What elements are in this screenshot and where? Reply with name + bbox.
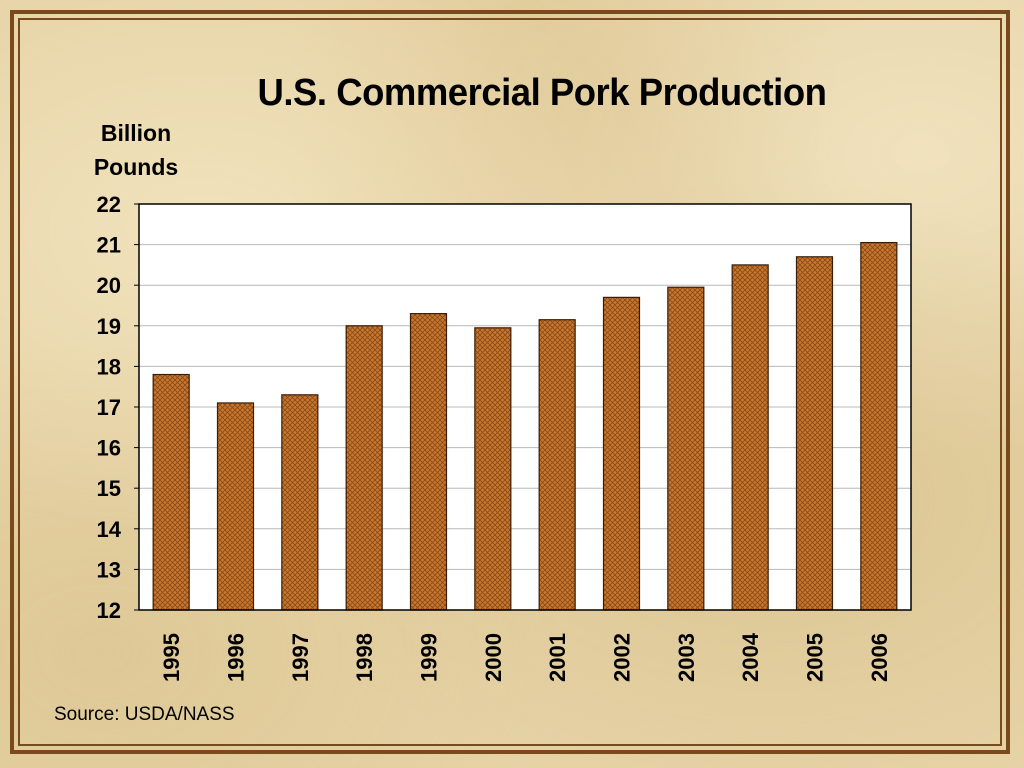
y-tick-label: 19 [97, 314, 121, 339]
x-tick-label: 2000 [481, 633, 506, 682]
y-axis-label: Billion Pounds [80, 116, 192, 184]
bar [409, 313, 448, 611]
bar [152, 373, 190, 611]
x-tick-label: 2004 [738, 632, 763, 682]
x-tick-label: 1998 [352, 633, 377, 682]
y-tick-label: 15 [97, 476, 121, 501]
x-tick-label: 2003 [674, 633, 699, 682]
y-tick-label: 18 [97, 354, 121, 379]
bar [538, 319, 576, 611]
x-tick-label: 1999 [417, 633, 442, 682]
y-tick-label: 22 [97, 192, 121, 217]
x-tick-label: 2002 [610, 633, 635, 682]
x-tick-label: 2005 [803, 633, 828, 682]
bar [860, 241, 898, 611]
x-tick-label: 1996 [224, 633, 249, 682]
y-tick-label: 12 [97, 598, 121, 623]
bar [795, 256, 834, 611]
outer-frame [10, 10, 1010, 754]
y-axis-label-line1: Billion [100, 120, 172, 146]
x-tick-label: 2006 [867, 633, 892, 682]
source-note: Source: USDA/NASS [54, 704, 235, 725]
bar [345, 325, 383, 611]
chart-title: U.S. Commercial Pork Production [257, 72, 827, 114]
y-tick-label: 21 [97, 233, 121, 258]
x-tick-label: 1997 [288, 633, 313, 682]
x-tick-label: 1995 [159, 633, 184, 682]
bar [731, 264, 769, 611]
x-tick-label: 2001 [545, 633, 570, 682]
y-tick-label: 20 [97, 273, 121, 298]
y-tick-label: 14 [97, 517, 122, 542]
y-tick-label: 13 [97, 557, 121, 582]
y-tick-label: 17 [97, 395, 121, 420]
inner-frame [18, 18, 1002, 746]
y-axis-label-line2: Pounds [93, 154, 179, 180]
bar [281, 394, 319, 611]
bar [602, 296, 641, 611]
y-tick-label: 16 [97, 436, 121, 461]
bar [216, 402, 255, 611]
bar [667, 286, 705, 611]
bar [474, 327, 512, 611]
